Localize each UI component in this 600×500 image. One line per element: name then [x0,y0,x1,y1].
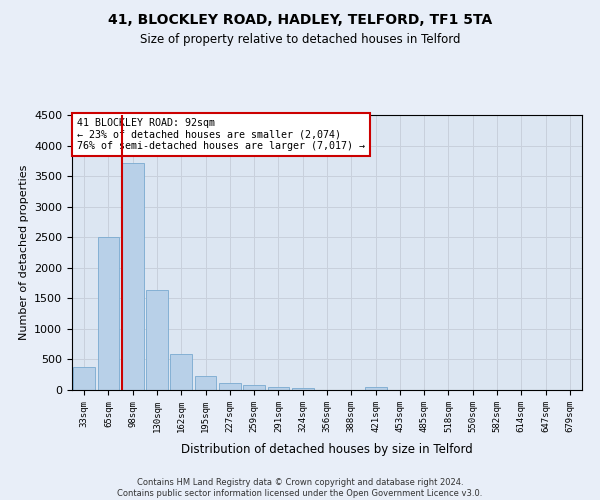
Bar [243,385,265,390]
Bar [268,386,289,390]
Bar [219,384,241,390]
Bar [170,354,192,390]
Text: Distribution of detached houses by size in Telford: Distribution of detached houses by size … [181,442,473,456]
Text: Contains HM Land Registry data © Crown copyright and database right 2024.
Contai: Contains HM Land Registry data © Crown c… [118,478,482,498]
Bar [122,162,143,390]
Text: 41 BLOCKLEY ROAD: 92sqm
← 23% of detached houses are smaller (2,074)
76% of semi: 41 BLOCKLEY ROAD: 92sqm ← 23% of detache… [77,118,365,151]
Y-axis label: Number of detached properties: Number of detached properties [19,165,29,340]
Bar [365,386,386,390]
Bar [146,290,168,390]
Bar [292,388,314,390]
Bar [194,376,217,390]
Text: Size of property relative to detached houses in Telford: Size of property relative to detached ho… [140,32,460,46]
Text: 41, BLOCKLEY ROAD, HADLEY, TELFORD, TF1 5TA: 41, BLOCKLEY ROAD, HADLEY, TELFORD, TF1 … [108,12,492,26]
Bar [97,237,119,390]
Bar [73,368,95,390]
